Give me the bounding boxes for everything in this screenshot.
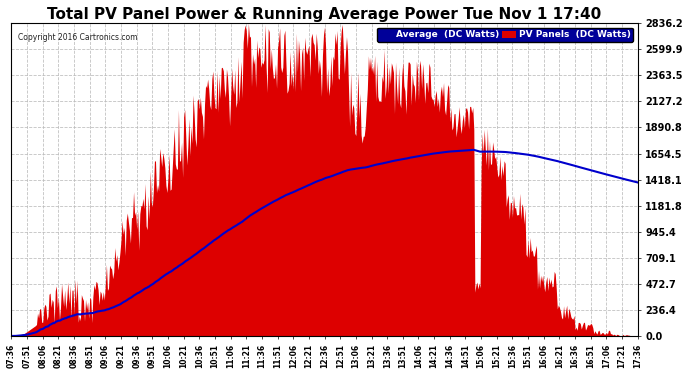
Text: Copyright 2016 Cartronics.com: Copyright 2016 Cartronics.com <box>18 33 137 42</box>
Title: Total PV Panel Power & Running Average Power Tue Nov 1 17:40: Total PV Panel Power & Running Average P… <box>48 7 602 22</box>
Legend: Average  (DC Watts), PV Panels  (DC Watts): Average (DC Watts), PV Panels (DC Watts) <box>377 28 633 42</box>
